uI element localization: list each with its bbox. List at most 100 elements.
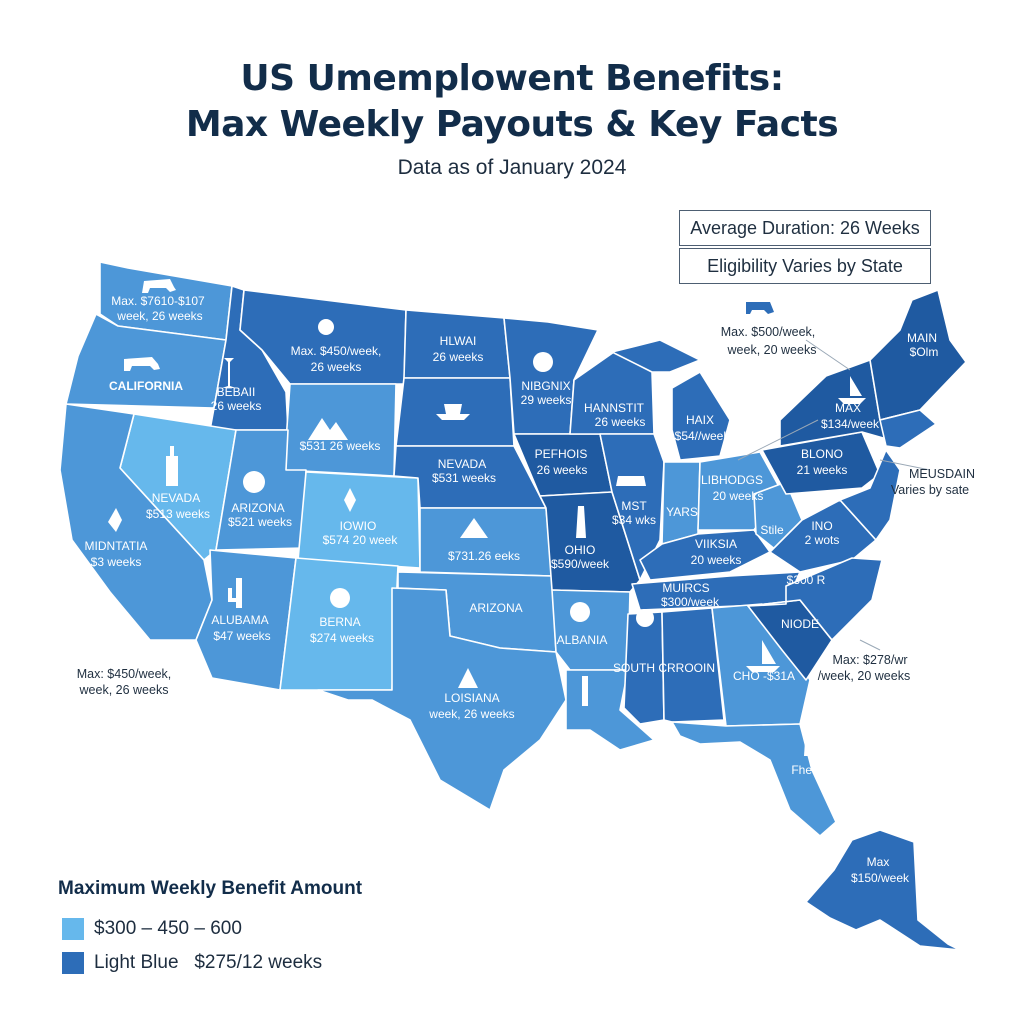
label-wi-1: HANNSTIT [584, 401, 645, 415]
label-me-1: MAIN [907, 331, 937, 345]
label-sd-2: $531 weeks [432, 471, 496, 485]
label-wi-2: 26 weeks [595, 415, 646, 429]
state-alabama [661, 607, 725, 723]
peach-icon [330, 588, 350, 608]
info-box-eligibility: Eligibility Varies by State [679, 248, 931, 284]
label-wy-1: $531 26 weeks [300, 439, 381, 453]
label-sc-1: NIODE [781, 617, 819, 631]
label-oh-2: 20 weeks [713, 489, 764, 503]
label-az-1: ALUBAMA [211, 613, 268, 627]
cactus-icon [228, 578, 242, 608]
label-co-2: $574 20 week [323, 533, 399, 547]
state-illinois [599, 433, 665, 581]
sailboat-icon [746, 640, 780, 672]
label-nd-2: 26 weeks [433, 350, 484, 364]
label-il-2: $34 wks [612, 513, 656, 527]
label-ut-2: $521 weeks [228, 515, 292, 529]
label-ca-1: MIDNTATIA [85, 539, 148, 553]
label-tn-2: $300/week [661, 595, 720, 609]
label-mt-2: 26 weeks [311, 360, 362, 374]
state-labels: Max. $7610-$107 week, 26 weeks Max. $450… [85, 294, 939, 885]
label-nc-1: $300 R [787, 573, 826, 587]
palm-icon [804, 726, 812, 756]
label-tx-2: week, 26 weeks [428, 707, 514, 721]
label-il-1: MST [621, 499, 647, 513]
label-or-1: CALIFORNIA [109, 379, 183, 393]
callout-southwest-1: Max: $450/week, [77, 667, 172, 681]
page-title-line-2: Max Weekly Payouts & Key Facts [185, 104, 839, 145]
label-sd-1: NEVADA [438, 457, 486, 471]
sailboat-icon [838, 376, 866, 404]
state-north-carolina [747, 557, 883, 641]
page-subtitle: Data as of January 2024 [397, 156, 627, 179]
label-ks-1: ARIZONA [469, 601, 522, 615]
mountain-icon [458, 668, 478, 688]
label-me-2: $Olm [910, 345, 939, 359]
state-michigan [611, 339, 731, 461]
label-ia-2: 26 weeks [537, 463, 588, 477]
state-texas [317, 587, 567, 811]
label-pa-1: BLONO [801, 447, 843, 461]
sun-icon [636, 609, 654, 627]
label-co-1: IOWIO [340, 519, 377, 533]
page-title-line-1: US Umemplowent Benefits: [240, 58, 784, 99]
flower-icon [932, 434, 948, 450]
label-va-1: INO [811, 519, 832, 533]
flower-icon [116, 642, 134, 660]
label-ne-1: $731.26 eeks [448, 549, 520, 563]
label-nd-1: HLWAI [440, 334, 477, 348]
callout-line [859, 639, 881, 651]
info-box-average-duration: Average Duration: 26 Weeks [679, 210, 931, 246]
callout-line [879, 459, 931, 471]
state-florida [671, 721, 837, 837]
label-va-2: 2 wots [805, 533, 840, 547]
cowboy-hat-icon [436, 404, 470, 420]
label-nv-1: NEVADA [152, 491, 200, 505]
label-fl-1: Fhealt [791, 763, 825, 777]
label-ny-1: MAX [835, 401, 861, 415]
label-ky-2: 20 weeks [691, 553, 742, 567]
callout-labels: Max. $500/week, week, 20 weeks MEUSDAIN … [77, 325, 975, 697]
bear-icon [124, 357, 160, 371]
state-mississippi [623, 611, 665, 725]
label-mo-1: OHIO [565, 543, 596, 557]
space-needle-icon [222, 358, 236, 388]
label-pa-2: 21 weeks [797, 463, 848, 477]
label-ga-1: CHO -$31A [733, 669, 795, 683]
label-oh-1: LIBHODGS [701, 473, 763, 487]
callout-line [805, 339, 851, 371]
bear-icon [142, 279, 176, 293]
statue-of-liberty-icon [166, 446, 178, 486]
label-nv-2: $513 weeks [146, 507, 210, 521]
callout-southeast-2: /week, 20 weeks [818, 669, 910, 683]
mountain-icon [308, 418, 348, 440]
label-mi-1: HAIX [686, 413, 714, 427]
label-msal-1: SOUTH CRROOIN [613, 661, 715, 675]
state-arkansas [551, 589, 631, 671]
label-tx-1: LOISIANA [444, 691, 499, 705]
callout-southwest-2: week, 26 weeks [79, 683, 169, 697]
state-indiana [661, 461, 701, 545]
label-ak-1: Max [867, 855, 890, 869]
state-massachusetts-ct [879, 409, 937, 449]
callout-northeast-1: Max. $500/week, [721, 325, 816, 339]
label-id-1: BEBAII [217, 385, 256, 399]
legend-swatch-dark [62, 952, 84, 974]
label-mn-2: 29 weeks [521, 393, 572, 407]
label-nm-2: $274 weeks [310, 631, 374, 645]
legend-label: $300 – 450 – 600 [94, 918, 242, 939]
state-kentucky [639, 529, 771, 581]
state-kansas [419, 507, 553, 577]
state-icons [108, 279, 948, 756]
flower-icon [318, 319, 334, 335]
label-mo-2: $590/week [551, 557, 610, 571]
car-icon [616, 476, 646, 486]
legend-title: Maximum Weekly Benefit Amount [58, 878, 363, 899]
label-ca-2: $3 weeks [91, 555, 142, 569]
label-ia-1: PEFHOIS [535, 447, 588, 461]
legend-swatch-light [62, 918, 84, 940]
legend-label: Light Blue $275/12 weeks [94, 952, 323, 973]
callout-midatlantic-2: Varies by sate [891, 483, 969, 497]
label-az-2: $47 weeks [213, 629, 270, 643]
